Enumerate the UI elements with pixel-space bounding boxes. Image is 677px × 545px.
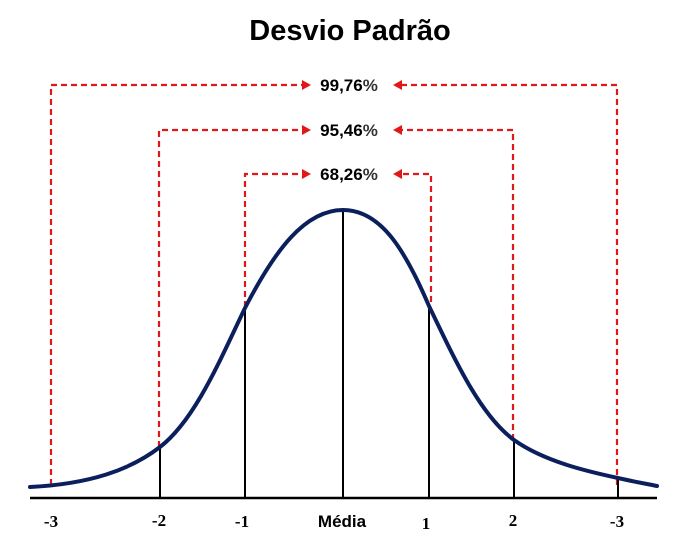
bracket-3sd-right-arrowhead (393, 80, 402, 90)
x-label-plus-1: 1 (422, 514, 431, 533)
x-axis-labels: -3 -2 -1 Média 1 2 -3 (44, 511, 624, 533)
bracket-1sd: 68,26% (243, 165, 433, 307)
x-label-right-end: -3 (610, 512, 624, 531)
x-label-plus-2: 2 (509, 511, 518, 530)
bracket-2sd-right-arrowhead (393, 125, 402, 135)
bracket-1sd-left-arrowhead (302, 169, 311, 179)
percent-value-3sd: 99,76 (320, 76, 363, 95)
percent-unit-3sd: % (363, 76, 378, 95)
bracket-2sd-right-line (401, 128, 515, 440)
bracket-3sd-right-line (401, 83, 619, 485)
x-label-mean: Média (318, 512, 367, 531)
percent-label-2sd: 95,46% (320, 121, 378, 140)
bracket-2sd: 95,46% (157, 121, 515, 447)
bracket-3sd-left-arrowhead (302, 80, 311, 90)
percent-label-3sd: 99,76% (320, 76, 378, 95)
percent-unit-1sd: % (363, 165, 378, 184)
sd-marker-lines (159, 210, 619, 498)
percent-value-2sd: 95,46 (320, 121, 363, 140)
percent-label-1sd: 68,26% (320, 165, 378, 184)
percent-unit-2sd: % (363, 121, 378, 140)
bracket-2sd-left-arrowhead (302, 125, 311, 135)
bracket-1sd-right-arrowhead (393, 169, 402, 179)
bracket-3sd-left-line (49, 83, 303, 485)
bracket-1sd-right-line (401, 172, 433, 302)
bracket-2sd-left-line (157, 128, 303, 447)
x-label-minus-2: -2 (152, 511, 166, 530)
diagram-title: Desvio Padrão (249, 15, 450, 47)
bracket-3sd: 99,76% (49, 76, 619, 485)
percent-value-1sd: 68,26 (320, 165, 363, 184)
x-label-minus-1: -1 (235, 512, 249, 531)
bracket-1sd-left-line (243, 172, 303, 307)
x-label-minus-3: -3 (44, 512, 58, 531)
bell-curve (28, 207, 659, 489)
